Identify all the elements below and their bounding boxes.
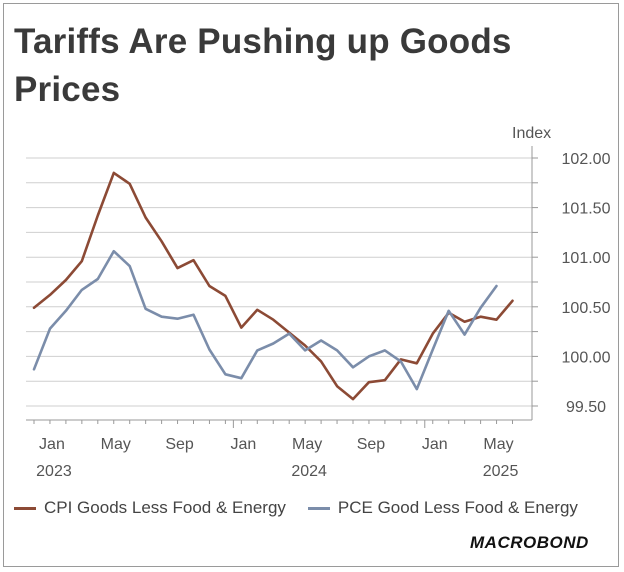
series-line-cpi	[32, 171, 514, 401]
legend-swatch-pce	[307, 506, 330, 510]
x-tick-label: May	[292, 436, 322, 453]
grid-lines	[26, 157, 532, 407]
x-tick-label: May	[483, 436, 513, 453]
tick-labels: 99.50 100.00 100.50 101.00 101.50 102.00 Jan 20…	[36, 151, 610, 480]
series-line-pce	[32, 249, 498, 391]
y-tick-label: 99.50	[566, 399, 606, 416]
y-tick-label: 100.00	[562, 349, 611, 366]
x-tick-label: Jan	[39, 436, 65, 453]
x-tick-label: Jan	[422, 436, 448, 453]
chart-legend: CPI Goods Less Food & Energy PCE Good Le…	[14, 498, 600, 518]
legend-item-pce: PCE Good Less Food & Energy	[307, 498, 578, 518]
legend-label-cpi: CPI Goods Less Food & Energy	[44, 498, 286, 517]
y-axis-label: Index	[512, 125, 551, 142]
legend-item-cpi: CPI Goods Less Food & Energy	[14, 498, 286, 518]
y-tick-label: 100.50	[562, 300, 611, 317]
chart-frame	[3, 3, 619, 567]
x-tick-label: Jan	[230, 436, 256, 453]
series-lines	[32, 171, 514, 401]
x-year-label: 2024	[291, 463, 327, 480]
x-tick-label: May	[101, 436, 131, 453]
legend-label-pce: PCE Good Less Food & Energy	[337, 498, 578, 517]
x-tick-label: Sep	[165, 436, 194, 453]
y-tick-label: 101.00	[562, 250, 611, 267]
x-year-label: 2025	[483, 463, 519, 480]
chart-title: Tariffs Are Pushing up Goods Prices	[14, 22, 512, 109]
x-year-label: 2023	[36, 463, 72, 480]
line-chart: 99.50 100.00 100.50 101.00 101.50 102.00 Jan 20…	[26, 125, 611, 480]
x-tick-label: Sep	[357, 436, 386, 453]
axes	[26, 146, 538, 428]
legend-swatch-cpi	[14, 506, 36, 510]
y-tick-label: 102.00	[562, 151, 611, 168]
macrobond-logo: MACROBOND	[470, 533, 589, 552]
y-tick-label: 101.50	[562, 201, 611, 218]
